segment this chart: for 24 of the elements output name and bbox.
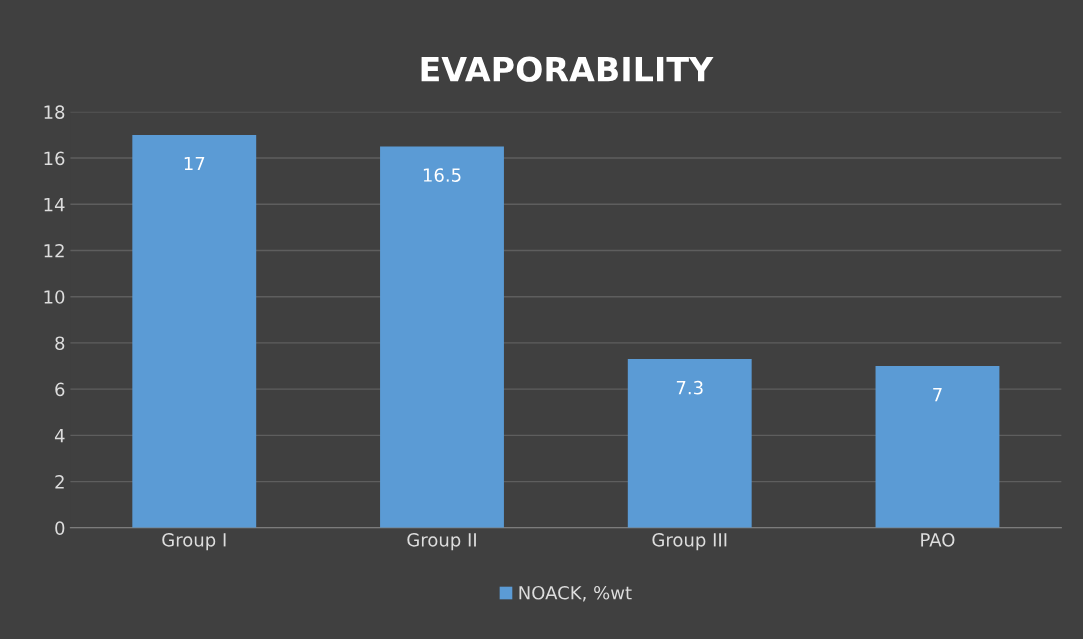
y-tick-label: 10 [44, 290, 65, 304]
x-tick-label: PAO [921, 532, 955, 547]
x-tick-label: Group III [652, 532, 727, 551]
data-label: 7 [933, 388, 942, 402]
y-tick-label: 0 [55, 521, 65, 535]
data-label: 16.5 [423, 168, 461, 182]
y-tick-label: 6 [55, 382, 65, 397]
y-tick-label: 12 [44, 243, 64, 258]
y-tick-label: 16 [44, 151, 65, 166]
data-label: 17 [184, 156, 205, 171]
bar [627, 359, 752, 528]
bar [380, 146, 504, 528]
y-tick-label: 18 [44, 105, 65, 119]
x-tick-label: Group I [162, 532, 226, 551]
bar [132, 134, 257, 528]
y-tick-label: 4 [54, 429, 65, 443]
y-tick-label: 8 [55, 336, 65, 351]
x-tick-label: Group II [407, 532, 476, 551]
data-label: 7.3 [676, 380, 703, 395]
bar [875, 366, 1000, 528]
legend-label: NOACK, %wt [519, 585, 632, 602]
y-tick-label: 2 [55, 475, 64, 489]
chart-title: EVAPORABILITY [421, 56, 714, 82]
y-tick-label: 14 [44, 197, 65, 212]
